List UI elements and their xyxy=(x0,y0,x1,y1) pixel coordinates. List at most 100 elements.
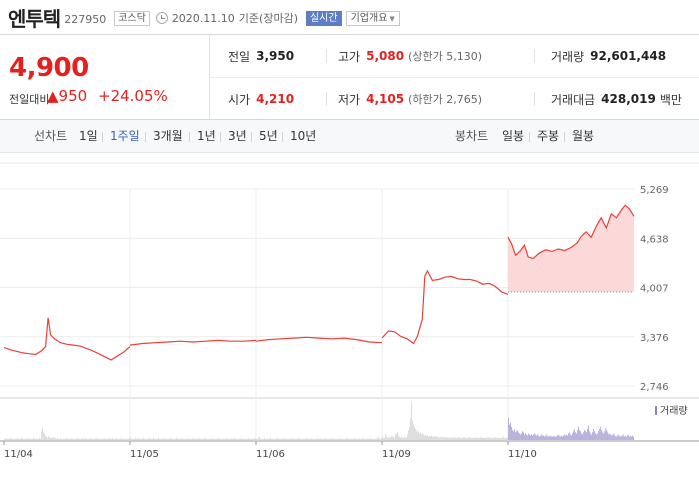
y-tick-label: 5,269 xyxy=(640,185,669,196)
trading-amount-label: 거래대금 xyxy=(551,92,596,107)
volume-bar xyxy=(390,437,391,440)
volume-bar xyxy=(521,433,522,440)
volume-bar xyxy=(150,438,151,440)
tab-1day[interactable]: 1일 xyxy=(79,129,98,143)
volume-bar xyxy=(553,435,555,440)
volume-bar xyxy=(403,437,404,440)
volume-bar xyxy=(534,433,536,440)
tab-1year[interactable]: 1년 xyxy=(197,129,216,143)
volume-bar xyxy=(243,438,245,440)
volume-bar xyxy=(104,438,106,440)
chart-grid xyxy=(0,162,699,442)
volume-bar xyxy=(331,437,333,440)
volume-bar xyxy=(24,438,25,440)
volume-bar xyxy=(192,437,194,440)
volume-bar xyxy=(47,437,48,440)
tab-3months[interactable]: 3개월 xyxy=(153,129,183,143)
volume-bar xyxy=(400,437,401,440)
volume-bar xyxy=(140,438,141,440)
volume-bar xyxy=(291,437,292,440)
volume-bar xyxy=(254,438,256,440)
volume-bar xyxy=(557,434,559,440)
low-label: 저가 xyxy=(338,92,361,107)
volume-bar xyxy=(552,436,554,440)
volume-bar xyxy=(631,435,633,440)
price-line-11-06 xyxy=(255,336,383,344)
tab-weekly-candle[interactable]: 주봉 xyxy=(537,129,560,143)
prev-close-label: 전일 xyxy=(228,49,251,64)
volume-bar xyxy=(90,437,92,440)
volume-bar xyxy=(14,438,15,440)
volume-bar xyxy=(185,438,187,440)
volume-bar xyxy=(95,438,97,440)
realtime-button[interactable]: 실시간 xyxy=(305,10,342,26)
y-tick-label: 4,007 xyxy=(640,284,669,295)
tab-monthly-candle[interactable]: 월봉 xyxy=(572,129,595,143)
volume-bar xyxy=(597,433,599,440)
volume-bar xyxy=(74,438,76,440)
volume-bar xyxy=(428,436,429,440)
volume-bar xyxy=(284,438,285,440)
volume-bar xyxy=(435,435,437,440)
volume-bar xyxy=(247,437,249,440)
volume-bar xyxy=(102,438,104,440)
tab-5years[interactable]: 5년 xyxy=(259,129,278,143)
volume-bar xyxy=(22,438,23,440)
y-tick-label: 2,746 xyxy=(640,382,669,393)
volume-bar xyxy=(268,438,269,440)
volume-bar xyxy=(149,437,150,440)
tab-1week[interactable]: 1주일 xyxy=(110,129,140,143)
volume-bar xyxy=(586,432,587,440)
volume-bar xyxy=(100,438,102,440)
volume-bar xyxy=(306,437,307,440)
volume-bar xyxy=(370,438,372,440)
volume-bar xyxy=(203,438,205,440)
volume-bar xyxy=(72,438,74,440)
volume-bar xyxy=(122,438,124,440)
divider xyxy=(564,132,565,142)
volume-bar xyxy=(313,438,315,440)
volume-bar xyxy=(191,438,193,440)
company-overview-dropdown[interactable]: 기업개요 ▼ xyxy=(345,10,400,26)
tab-3years[interactable]: 3년 xyxy=(228,129,247,143)
volume-bar xyxy=(12,438,13,440)
volume-bar xyxy=(620,436,622,440)
volume-bar xyxy=(578,426,579,440)
volume-bar xyxy=(200,438,202,440)
volume-bar xyxy=(21,437,22,440)
volume-bar xyxy=(168,438,169,440)
volume-bar xyxy=(69,438,71,440)
volume-bar xyxy=(574,429,575,440)
volume-bar xyxy=(184,438,186,440)
volume-bar xyxy=(626,435,628,440)
volume-bar xyxy=(153,437,154,440)
volume-bar xyxy=(469,437,471,440)
volume-bar xyxy=(559,436,561,440)
volume-bar xyxy=(43,432,44,440)
volume-bar xyxy=(335,438,337,440)
volume-bar xyxy=(51,437,52,440)
volume-bar xyxy=(320,438,322,440)
volume-bar xyxy=(108,437,110,440)
tab-10years[interactable]: 10년 xyxy=(290,129,317,143)
volume-bar xyxy=(605,427,607,440)
volume-bar xyxy=(558,435,560,440)
line-chart-group-label: 선차트 xyxy=(34,129,68,143)
volume-bar xyxy=(315,438,317,440)
volume-bar xyxy=(523,432,524,440)
volume-bar xyxy=(441,436,443,440)
volume-bar xyxy=(426,435,427,440)
tab-daily-candle[interactable]: 일봉 xyxy=(502,129,525,143)
volume-bar xyxy=(472,437,474,440)
trading-amount-cell: 거래대금 428,019 백만 xyxy=(551,78,682,120)
volume-bar xyxy=(38,438,39,440)
volume-bar xyxy=(548,435,550,440)
quote-basis: 기준(장마감) xyxy=(238,12,298,25)
volume-bar xyxy=(94,438,96,440)
volume-bar xyxy=(27,438,28,440)
volume-bar xyxy=(377,436,379,440)
volume-bar xyxy=(418,432,419,440)
volume-bar xyxy=(528,433,529,440)
volume-bar xyxy=(380,438,382,440)
